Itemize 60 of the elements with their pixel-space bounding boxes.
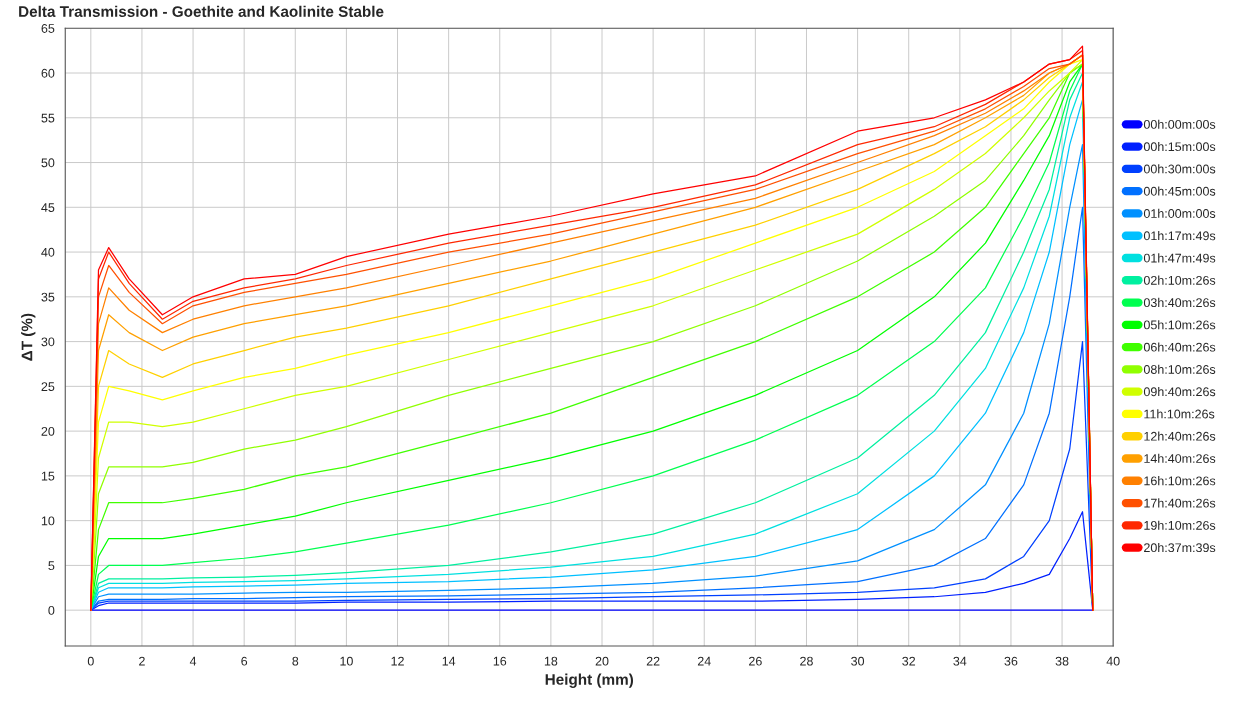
line-series [90, 511, 1094, 611]
x-tick-label: 14 [442, 656, 456, 666]
y-tick-label: 65 [41, 24, 55, 33]
y-axis-title: ΔT (%) [21, 313, 36, 361]
y-tick-label: 50 [41, 158, 55, 168]
y-tick-label: 60 [41, 68, 55, 78]
line-series [90, 340, 1094, 611]
legend-label: 00h:15m:00s [1143, 141, 1216, 152]
x-tick-label: 20 [595, 656, 609, 666]
legend-label: 09h:40m:26s [1143, 386, 1216, 397]
x-tick-label: 18 [544, 656, 558, 666]
x-tick-label: 32 [902, 656, 916, 666]
legend-label: 02h:10m:26s [1143, 275, 1216, 285]
x-tick-label: 6 [241, 656, 248, 666]
legend-label: 14h:40m:26s [1144, 453, 1216, 463]
legend-label: 00h:00m:00s [1143, 119, 1216, 129]
x-tick-label: 8 [292, 656, 299, 666]
x-tick-label: 24 [697, 656, 711, 666]
x-tick-label: 22 [646, 656, 660, 666]
y-tick-label: 5 [48, 561, 55, 571]
legend-label: 19h:10m:26s [1144, 520, 1216, 530]
y-tick-label: 40 [41, 247, 55, 257]
legend-label: 20h:37m:39s [1144, 542, 1216, 553]
legend-label: 01h:00m:00s [1143, 208, 1216, 218]
x-tick-label: 4 [189, 656, 197, 666]
y-tick-label: 15 [41, 471, 55, 481]
y-tick-label: 55 [41, 113, 55, 123]
x-tick-label: 2 [139, 656, 145, 666]
x-tick-label: 36 [1004, 656, 1018, 666]
x-tick-label: 30 [851, 656, 865, 666]
x-tick-label: 34 [953, 656, 967, 666]
x-tick-label: 0 [87, 656, 94, 666]
y-tick-label: 20 [41, 426, 55, 436]
legend-label: 11h:10m:26s [1144, 409, 1215, 419]
x-tick-label: 26 [749, 656, 762, 666]
y-tick-label: 0 [48, 605, 55, 615]
x-tick-label: 12 [391, 656, 404, 666]
x-axis-title: Height (mm) [545, 673, 634, 688]
legend-label: 01h:47m:49s [1143, 253, 1216, 263]
legend-label: 00h:30m:00s [1143, 164, 1216, 174]
x-tick-label: 10 [340, 656, 353, 666]
legend-label: 03h:40m:26s [1143, 297, 1216, 308]
legend-label: 01h:17m:49s [1143, 231, 1216, 241]
x-tick-label: 16 [493, 656, 507, 666]
legend-label: 06h:40m:26s [1143, 342, 1216, 352]
x-tick-label: 38 [1055, 656, 1069, 666]
x-tick-label: 40 [1106, 656, 1120, 666]
legend-label: 12h:40m:26s [1144, 431, 1216, 441]
x-tick-label: 28 [800, 656, 813, 666]
legend-label: 17h:40m:26s [1144, 498, 1216, 508]
y-tick-label: 30 [41, 337, 55, 347]
legend-label: 16h:10m:26s [1144, 476, 1216, 486]
y-tick-label: 25 [41, 382, 55, 392]
y-tick-label: 35 [41, 292, 55, 302]
y-tick-label: 45 [41, 203, 55, 212]
legend-label: 05h:10m:26s [1143, 320, 1216, 330]
legend-label: 08h:10m:26s [1143, 364, 1216, 374]
y-tick-label: 10 [41, 516, 55, 526]
chart-title: Delta Transmission - Goethite and Kaolinite Stable [19, 5, 384, 17]
legend-label: 00h:45m:00s [1143, 186, 1216, 196]
